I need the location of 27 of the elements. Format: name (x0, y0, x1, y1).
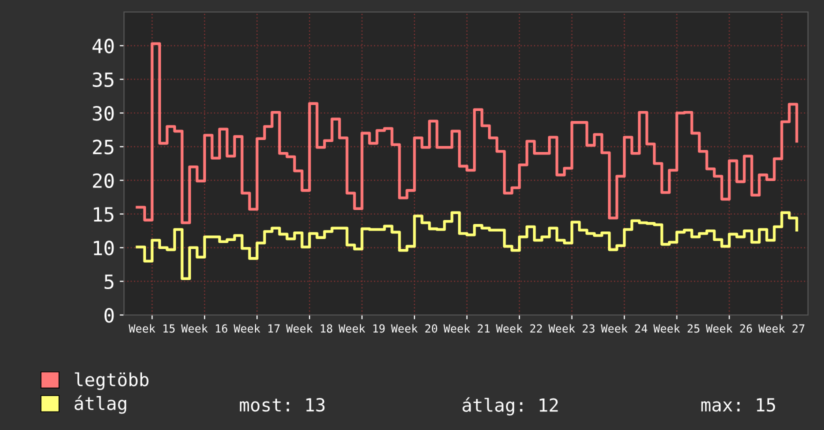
y-tick-label: 20 (93, 173, 114, 188)
y-tick-label: 25 (93, 140, 114, 154)
y-tick-label: 35 (92, 72, 114, 88)
text: most: 13 (240, 398, 325, 412)
y-tick-label: 40 (92, 38, 114, 54)
x-tick-label: Week 27 (758, 324, 804, 333)
text: max: 15 (701, 398, 776, 412)
y-tick-label: 0 (104, 308, 114, 323)
x-tick-label: Week 25 (653, 324, 700, 333)
x-tick-label: Week 15 (128, 324, 175, 333)
x-tick-label: Week 24 (600, 324, 648, 333)
x-tick-label: Week 19 (338, 324, 385, 333)
x-tick-label: Week 26 (706, 324, 752, 333)
x-tick-label: Week 23 (548, 324, 594, 333)
x-tick-label: Week 21 (444, 324, 490, 333)
legend-label: átlag (74, 395, 126, 414)
text: átlag: 12 (462, 397, 558, 416)
x-tick-label: Week 20 (391, 324, 438, 333)
x-tick-label: Week 17 (234, 324, 280, 333)
x-tick-label: Week 18 (286, 324, 332, 333)
y-tick-label: 10 (94, 240, 114, 256)
y-tick-label: 5 (104, 274, 114, 290)
y-tick-label: 30 (92, 106, 114, 121)
legend-label: legtöbb (74, 372, 148, 390)
y-tick-label: 15 (94, 207, 114, 222)
x-tick-label: Week 22 (496, 324, 542, 333)
x-tick-label: Week 16 (181, 324, 228, 333)
